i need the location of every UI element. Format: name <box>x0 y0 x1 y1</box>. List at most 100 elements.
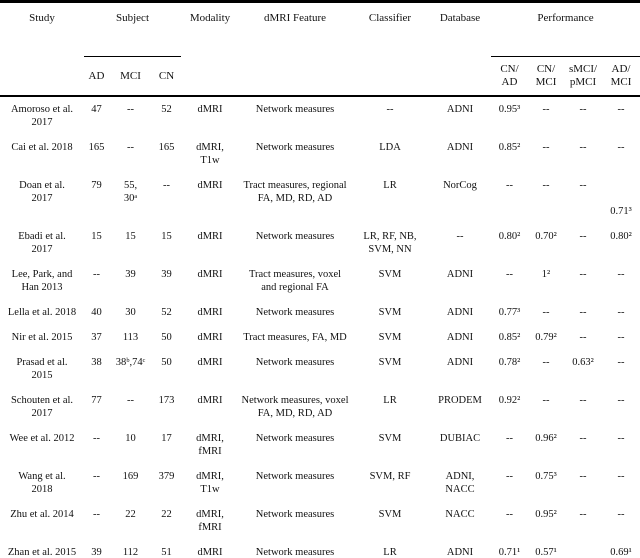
cell-modality: dMRI <box>197 332 223 343</box>
cell-mci: 22 <box>125 509 136 520</box>
cell-database: PRODEM <box>438 395 482 406</box>
cell-feature: Network measures <box>255 547 335 558</box>
col-group-subject: Subject <box>84 1 181 57</box>
cell-database: ADNI <box>446 142 474 153</box>
cell-smci-pmci: -- <box>579 142 587 153</box>
cell-smci-pmci: -- <box>579 104 587 115</box>
cell-cn-ad: 0.85² <box>498 142 521 153</box>
cell-ad-mci: -- <box>617 357 625 368</box>
cell-mci: 112 <box>122 547 139 558</box>
cell-feature: Network measures, voxel FA, MD, RD, AD <box>241 395 349 419</box>
cell-smci-pmci: -- <box>579 231 587 242</box>
cell-feature: Tract measures, regional FA, MD, RD, AD <box>243 180 347 204</box>
cell-cn: -- <box>163 180 170 191</box>
cell-classifier: SVM <box>378 509 402 520</box>
cell-cn: 50 <box>161 332 172 343</box>
cell-study: Lee, Park, and Han 2013 <box>11 269 73 293</box>
cell-classifier: LR <box>383 180 397 191</box>
cell-study: Wee et al. 2012 <box>9 433 75 444</box>
cell-modality: dMRI <box>197 357 223 368</box>
cell-modality: dMRI <box>197 231 223 242</box>
cell-smci-pmci: -- <box>579 269 587 280</box>
cell-cn: 52 <box>161 307 172 318</box>
cell-cn-mci: -- <box>542 180 550 191</box>
cell-ad: 15 <box>91 231 102 242</box>
cell-ad: 165 <box>88 142 105 153</box>
cell-database: ADNI <box>446 332 474 343</box>
table-row: Nir et al. 2015 37 113 50 dMRI Tract measures… <box>0 325 640 350</box>
cell-modality: dMRI <box>197 307 223 318</box>
cell-cn: 165 <box>158 142 175 153</box>
cell-ad: 37 <box>91 332 102 343</box>
cell-smci-pmci: -- <box>579 433 587 444</box>
col-header-smci-pmci: sMCI/ pMCI <box>564 56 602 97</box>
cell-classifier: SVM <box>378 269 402 280</box>
cell-cn: 39 <box>161 269 172 280</box>
col-header-ad-mci: AD/ MCI <box>602 56 640 97</box>
cell-database: ADNI <box>446 547 474 558</box>
table-row: Zhan et al. 2015 39 112 51 dMRI Network measu… <box>0 540 640 558</box>
cell-database: ADNI <box>446 104 474 115</box>
cell-ad: -- <box>93 509 100 520</box>
cell-ad-mci: -- <box>617 307 625 318</box>
col-header-ad: AD <box>84 56 109 97</box>
cell-ad: 77 <box>91 395 102 406</box>
cell-modality: dMRI, fMRI <box>196 509 224 533</box>
cell-feature: Network measures <box>255 142 335 153</box>
cell-ad-mci: 0.80² <box>610 231 632 242</box>
cell-cn-mci: -- <box>542 307 550 318</box>
cell-ad: 40 <box>91 307 102 318</box>
cell-mci: 169 <box>122 471 139 482</box>
cell-database: DUBIAC <box>439 433 481 444</box>
table-row: Lella et al. 2018 40 30 52 dMRI Network measu… <box>0 300 640 325</box>
cell-cn-ad: 0.95³ <box>498 104 521 115</box>
cell-modality: dMRI <box>197 104 223 115</box>
cell-database: ADNI <box>446 357 474 368</box>
cell-feature: Network measures <box>255 357 335 368</box>
cell-mci: -- <box>127 142 134 153</box>
cell-ad-mci: -- <box>617 471 625 482</box>
cell-cn-ad: -- <box>506 180 513 191</box>
cell-ad: 38 <box>91 357 102 368</box>
cell-database: ADNI <box>446 269 474 280</box>
cell-cn-mci: 0.96² <box>535 433 557 444</box>
col-header-study: Study <box>0 1 84 97</box>
cell-mci: 39 <box>125 269 136 280</box>
cell-ad-mci: -- <box>617 433 625 444</box>
cell-study: Lella et al. 2018 <box>7 307 77 318</box>
col-header-cn-ad: CN/ AD <box>491 56 528 97</box>
cell-feature: Network measures <box>255 104 335 115</box>
cell-cn-mci: 0.70² <box>535 231 557 242</box>
cell-cn-mci: -- <box>542 395 550 406</box>
cell-cn-ad: 0.80² <box>498 231 521 242</box>
cell-feature: Network measures <box>255 509 335 520</box>
cell-cn-mci: 0.57¹ <box>535 547 557 558</box>
cell-cn-ad: 0.78² <box>498 357 521 368</box>
cell-cn-mci: 0.95² <box>535 509 557 520</box>
cell-cn-mci: -- <box>542 142 550 153</box>
cell-cn: 51 <box>161 547 172 558</box>
cell-modality: dMRI <box>197 395 223 406</box>
cell-cn-mci: 0.75³ <box>535 471 557 482</box>
cell-mci: 15 <box>125 231 136 242</box>
cell-mci: 38ᵇ,74ᶜ <box>115 357 146 368</box>
cell-classifier: LR <box>383 395 397 406</box>
cell-cn-ad: 0.71¹ <box>498 547 521 558</box>
cell-database: ADNI, NACC <box>445 471 475 495</box>
cell-ad-mci: -- <box>617 332 625 343</box>
cell-classifier: LR, RF, NB, SVM, NN <box>363 231 417 255</box>
col-header-modality: Modality <box>181 1 239 97</box>
table-row: Schouten et al. 2017 77 -- 173 dMRI Network m… <box>0 388 640 426</box>
cell-modality: dMRI, fMRI <box>196 433 224 457</box>
cell-study: Schouten et al. 2017 <box>10 395 74 419</box>
cell-mci: 55, 30ᵃ <box>123 180 138 204</box>
cell-study: Doan et al. 2017 <box>19 180 65 204</box>
table-header: Study Subject Modality dMRI Feature Clas… <box>0 1 640 97</box>
cell-classifier: LR <box>383 547 397 558</box>
cell-feature: Network measures <box>255 471 335 482</box>
table-row: Wang et al. 2018 -- 169 379 dMRI, T1w Network… <box>0 464 640 502</box>
cell-modality: dMRI <box>197 180 223 191</box>
cell-feature: Tract measures, voxel and regional FA <box>248 269 342 293</box>
cell-cn-ad: 0.92² <box>498 395 521 406</box>
